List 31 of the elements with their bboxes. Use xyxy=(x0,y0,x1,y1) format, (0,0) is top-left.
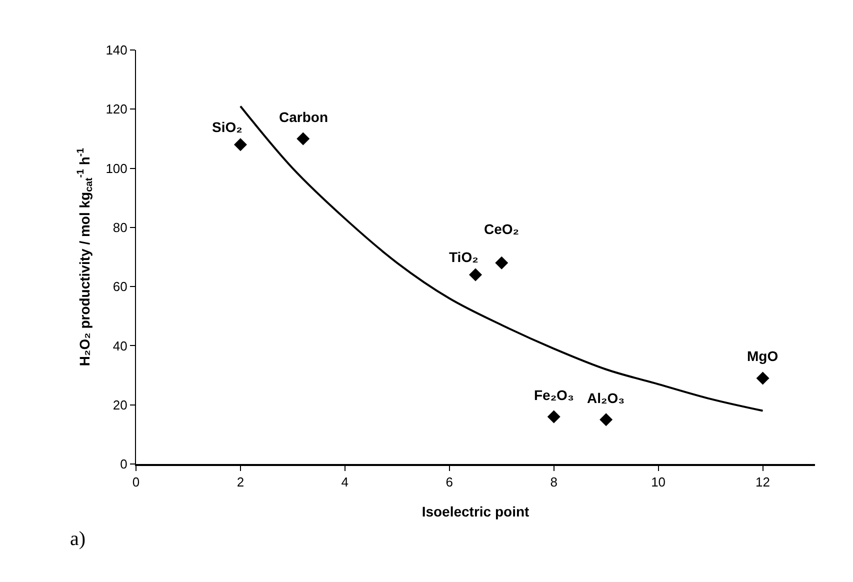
point xyxy=(495,256,508,270)
y-tick-label: 40 xyxy=(112,338,128,354)
y-tick-label: 120 xyxy=(106,102,128,117)
annotation: SiO₂ xyxy=(212,119,242,135)
annotation: TiO₂ xyxy=(449,249,478,265)
point xyxy=(469,268,482,282)
x-tick-label: 8 xyxy=(550,474,558,490)
annotation: Fe₂O₃ xyxy=(534,387,574,403)
x-tick-label: 0 xyxy=(132,474,140,490)
point xyxy=(234,138,247,152)
point xyxy=(600,413,613,426)
text: a) xyxy=(70,528,86,550)
y-tick-label: 60 xyxy=(112,279,128,294)
x-axis-title: Isoelectric point xyxy=(422,503,530,520)
point xyxy=(756,372,770,385)
y-tick-label: 80 xyxy=(112,220,128,235)
point xyxy=(547,410,560,424)
annotation: Carbon xyxy=(279,109,328,125)
y-tick-label: 20 xyxy=(112,397,128,412)
annotation: CeO₂ xyxy=(484,221,520,237)
y-tick-label: 140 xyxy=(106,42,128,58)
point xyxy=(296,132,310,146)
x-tick-label: 6 xyxy=(446,474,453,490)
x-tick-label: 4 xyxy=(341,474,349,490)
x-tick-label: 2 xyxy=(236,474,244,490)
y-tick-label: 100 xyxy=(106,160,128,176)
annotation: Al₂O₃ xyxy=(587,390,625,406)
y-tick-label: 0 xyxy=(120,456,128,472)
annotation: MgO xyxy=(747,348,778,364)
x-tick-label: 12 xyxy=(756,474,770,490)
x-tick-label: 10 xyxy=(651,474,666,490)
